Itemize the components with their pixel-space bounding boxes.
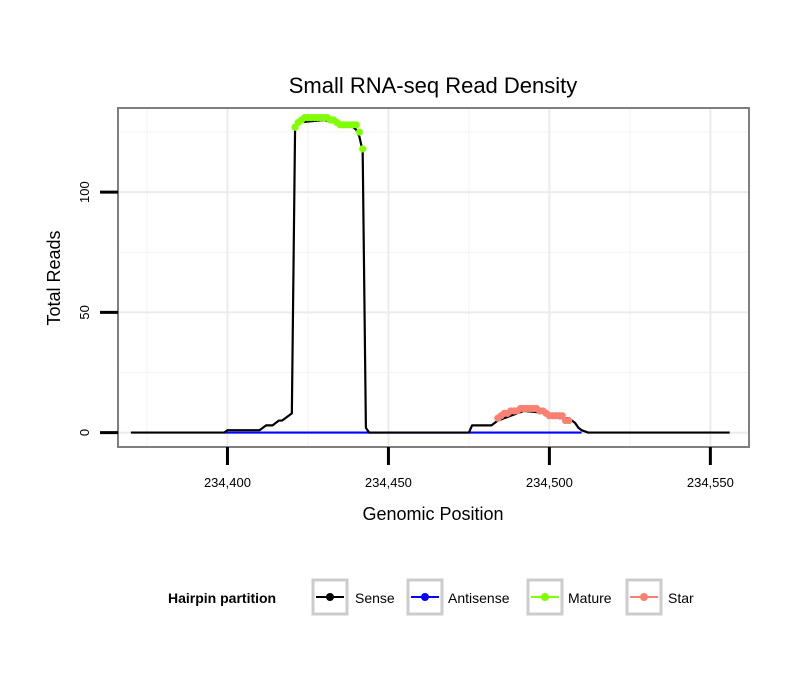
plot-border: [117, 107, 750, 448]
legend-entry-sense: Sense: [311, 578, 395, 616]
plot-panel: [118, 108, 749, 447]
x-tick-label: 234,450: [365, 475, 412, 490]
x-tick-label: 234,550: [687, 475, 734, 490]
legend-key-point-star: [640, 593, 648, 601]
legend-label-star: Star: [668, 590, 694, 606]
legend-entry-mature: Mature: [526, 578, 612, 616]
series-point-star: [565, 416, 573, 425]
series-point-mature: [359, 145, 367, 153]
legend-label-antisense: Antisense: [448, 590, 510, 606]
x-axis: 234,400 234,450 234,500 234,550: [204, 447, 734, 490]
legend: Hairpin partition Sense Antisense Mature St…: [168, 578, 694, 616]
legend-key-point-sense: [326, 593, 334, 601]
series-point-mature: [355, 128, 364, 136]
y-tick-label: 0: [77, 429, 92, 436]
y-axis: 0 50 100: [77, 181, 118, 436]
series-layer: [130, 114, 730, 434]
y-tick-label: 100: [77, 181, 92, 203]
chart-title: Small RNA-seq Read Density: [289, 73, 578, 98]
x-axis-title: Genomic Position: [362, 504, 503, 524]
x-tick-label: 234,500: [526, 475, 573, 490]
legend-title: Hairpin partition: [168, 590, 276, 606]
y-axis-title: Total Reads: [44, 230, 64, 325]
legend-key-point-antisense: [421, 593, 429, 601]
legend-entry-star: Star: [625, 578, 694, 616]
x-tick-label: 234,400: [204, 475, 251, 490]
legend-label-sense: Sense: [355, 590, 395, 606]
legend-entry-antisense: Antisense: [406, 578, 510, 616]
legend-label-mature: Mature: [568, 590, 612, 606]
y-tick-label: 50: [77, 305, 92, 319]
series-point-mature: [352, 121, 360, 129]
legend-key-point-mature: [541, 593, 549, 601]
